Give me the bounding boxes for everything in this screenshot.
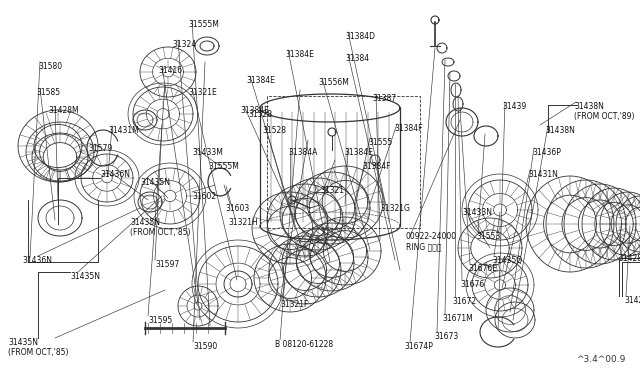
Text: 31676E: 31676E	[468, 264, 497, 273]
Text: 31420: 31420	[624, 296, 640, 305]
Text: 31553: 31553	[476, 232, 500, 241]
Text: 31431M: 31431M	[108, 126, 139, 135]
Text: 31556M: 31556M	[318, 78, 349, 87]
Text: 31672: 31672	[452, 297, 476, 306]
Text: 31673: 31673	[434, 332, 458, 341]
Text: 31436N: 31436N	[100, 170, 130, 179]
Text: 31528: 31528	[248, 110, 272, 119]
Text: 31433N: 31433N	[462, 208, 492, 217]
Text: 00922-24000
RING リング: 00922-24000 RING リング	[406, 232, 457, 251]
Text: 31435N: 31435N	[140, 178, 170, 187]
Text: 31321G: 31321G	[380, 204, 410, 213]
Text: 31435N
(FROM OCT,'85): 31435N (FROM OCT,'85)	[130, 218, 191, 237]
Text: 31384E: 31384E	[285, 50, 314, 59]
Text: 31580: 31580	[38, 62, 62, 71]
Text: 31431N: 31431N	[528, 170, 558, 179]
Text: 31439: 31439	[502, 102, 526, 111]
Text: ^3.4^00.9: ^3.4^00.9	[575, 355, 625, 364]
Text: 31321H: 31321H	[228, 218, 258, 227]
Text: 31674P: 31674P	[404, 342, 433, 351]
Text: 31602: 31602	[192, 192, 216, 201]
Text: 31428M: 31428M	[48, 106, 79, 115]
Text: 31384E: 31384E	[246, 76, 275, 85]
Text: 31433M: 31433M	[192, 148, 223, 157]
Text: 31585: 31585	[36, 88, 60, 97]
Text: 31321F: 31321F	[280, 300, 308, 309]
Text: 31384E: 31384E	[344, 148, 373, 157]
Text: 31384: 31384	[345, 54, 369, 63]
Text: 31321E: 31321E	[188, 88, 217, 97]
Text: 31384F: 31384F	[394, 124, 422, 133]
Text: B 08120-61228: B 08120-61228	[275, 340, 333, 349]
Text: 31590: 31590	[193, 342, 217, 351]
Text: 31435N: 31435N	[70, 272, 100, 281]
Text: 31384F: 31384F	[362, 162, 390, 171]
Text: 31384D: 31384D	[345, 32, 375, 41]
Text: 31436N: 31436N	[22, 256, 52, 265]
Text: 31438N
(FROM OCT,'89): 31438N (FROM OCT,'89)	[574, 102, 634, 121]
Text: 31555M: 31555M	[188, 20, 219, 29]
Text: 31555M: 31555M	[208, 162, 239, 171]
Text: 31435Q: 31435Q	[492, 256, 522, 265]
Text: 31428N: 31428N	[618, 254, 640, 263]
Text: 31603: 31603	[225, 204, 249, 213]
Text: 31435N
(FROM OCT,'85): 31435N (FROM OCT,'85)	[8, 338, 68, 357]
Text: 31555: 31555	[368, 138, 392, 147]
Text: 31416: 31416	[158, 66, 182, 75]
Text: 31438N: 31438N	[545, 126, 575, 135]
Text: 31387: 31387	[372, 94, 396, 103]
Text: 31597: 31597	[155, 260, 179, 269]
Text: 31595: 31595	[148, 316, 172, 325]
Text: 31671M: 31671M	[442, 314, 473, 323]
Text: 31579: 31579	[88, 144, 112, 153]
Text: 31324: 31324	[172, 40, 196, 49]
Text: 31676: 31676	[460, 280, 484, 289]
Text: 31321: 31321	[320, 186, 344, 195]
Text: 31384E: 31384E	[240, 106, 269, 115]
Text: 31384A: 31384A	[288, 148, 317, 157]
Text: 31528: 31528	[262, 126, 286, 135]
Text: 31436P: 31436P	[532, 148, 561, 157]
